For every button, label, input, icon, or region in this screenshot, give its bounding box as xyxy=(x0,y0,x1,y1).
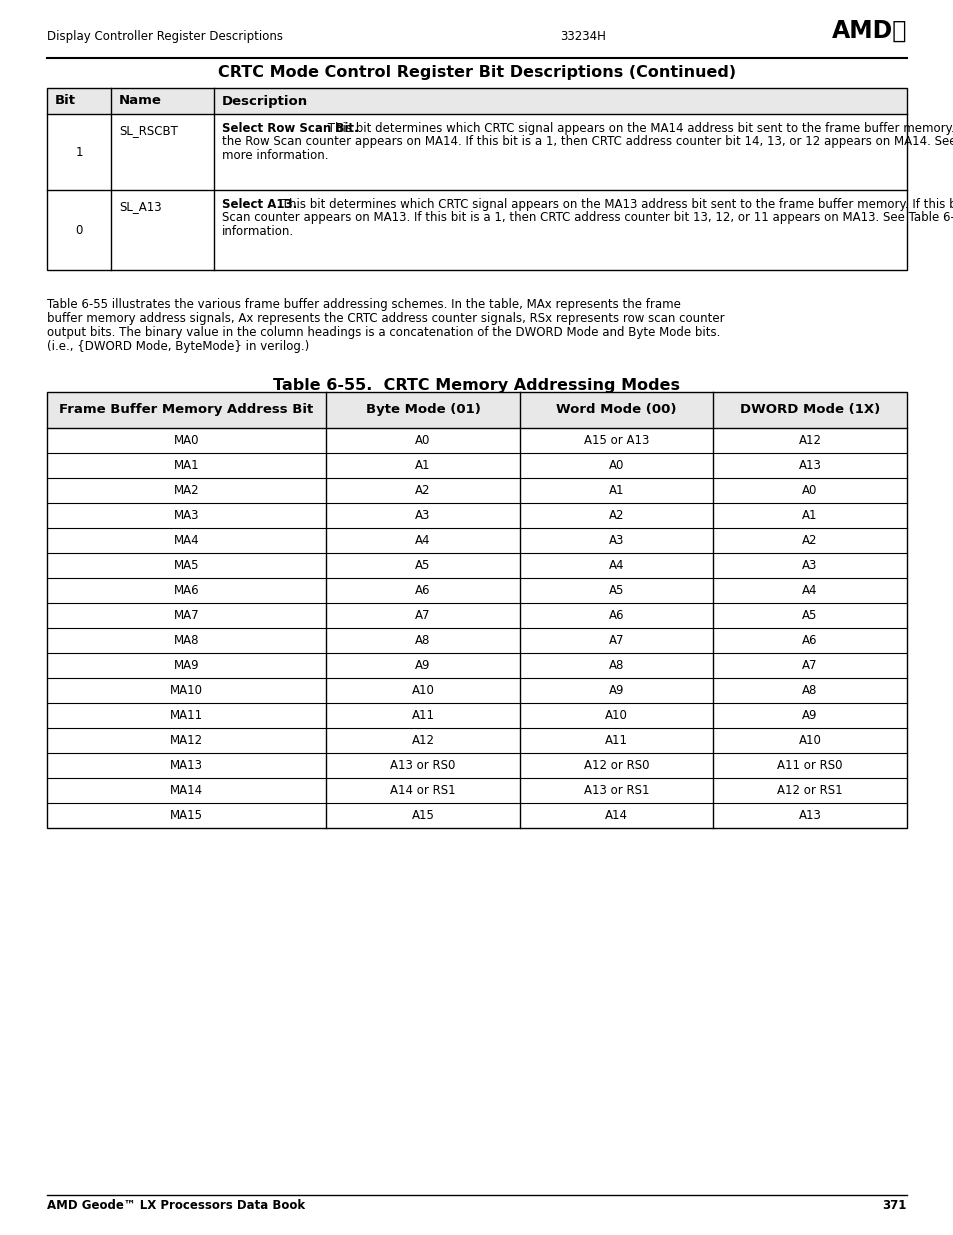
Text: A8: A8 xyxy=(608,659,623,672)
Text: 33234H: 33234H xyxy=(559,30,605,43)
Text: AMD Geode™ LX Processors Data Book: AMD Geode™ LX Processors Data Book xyxy=(47,1199,305,1212)
Text: Select Row Scan Bit.: Select Row Scan Bit. xyxy=(222,122,358,135)
Text: A1: A1 xyxy=(415,459,431,472)
Text: A9: A9 xyxy=(608,684,623,697)
Text: MA1: MA1 xyxy=(173,459,199,472)
Text: This bit determines which CRTC signal appears on the MA14 address bit sent to th: This bit determines which CRTC signal ap… xyxy=(324,122,953,135)
Text: A7: A7 xyxy=(608,634,623,647)
Text: A12: A12 xyxy=(798,433,821,447)
Text: A1: A1 xyxy=(801,509,817,522)
Text: information.: information. xyxy=(222,225,294,238)
Text: 0: 0 xyxy=(75,224,83,236)
Bar xyxy=(47,391,906,429)
Text: A15: A15 xyxy=(411,809,434,823)
Text: A11: A11 xyxy=(411,709,434,722)
Text: Table 6-55.  CRTC Memory Addressing Modes: Table 6-55. CRTC Memory Addressing Modes xyxy=(274,378,679,393)
Text: A8: A8 xyxy=(801,684,817,697)
Bar xyxy=(47,88,906,114)
Text: 371: 371 xyxy=(882,1199,906,1212)
Text: MA9: MA9 xyxy=(173,659,199,672)
Text: A7: A7 xyxy=(801,659,817,672)
Text: Description: Description xyxy=(222,95,308,107)
Text: A7: A7 xyxy=(415,609,431,622)
Text: MA11: MA11 xyxy=(170,709,203,722)
Text: Frame Buffer Memory Address Bit: Frame Buffer Memory Address Bit xyxy=(59,404,314,416)
Text: AMD⮡: AMD⮡ xyxy=(831,19,906,43)
Text: Scan counter appears on MA13. If this bit is a 1, then CRTC address counter bit : Scan counter appears on MA13. If this bi… xyxy=(222,211,953,225)
Text: A5: A5 xyxy=(415,559,430,572)
Text: A12 or RS0: A12 or RS0 xyxy=(583,760,649,772)
Text: A4: A4 xyxy=(801,584,817,597)
Text: A6: A6 xyxy=(608,609,623,622)
Text: A3: A3 xyxy=(608,534,623,547)
Text: A11: A11 xyxy=(604,734,627,747)
Text: A10: A10 xyxy=(411,684,434,697)
Text: This bit determines which CRTC signal appears on the MA13 address bit sent to th: This bit determines which CRTC signal ap… xyxy=(278,198,953,211)
Text: A15 or A13: A15 or A13 xyxy=(583,433,648,447)
Text: A0: A0 xyxy=(608,459,623,472)
Text: A13: A13 xyxy=(798,809,821,823)
Text: A3: A3 xyxy=(415,509,430,522)
Text: CRTC Mode Control Register Bit Descriptions (Continued): CRTC Mode Control Register Bit Descripti… xyxy=(217,65,736,80)
Text: A13 or RS0: A13 or RS0 xyxy=(390,760,456,772)
Text: 1: 1 xyxy=(75,146,83,158)
Text: MA10: MA10 xyxy=(170,684,203,697)
Text: MA13: MA13 xyxy=(170,760,203,772)
Text: more information.: more information. xyxy=(222,149,328,162)
Text: A13: A13 xyxy=(798,459,821,472)
Text: A4: A4 xyxy=(415,534,431,547)
Text: MA15: MA15 xyxy=(170,809,203,823)
Text: A14 or RS1: A14 or RS1 xyxy=(390,784,456,797)
Text: Byte Mode (01): Byte Mode (01) xyxy=(365,404,480,416)
Text: A9: A9 xyxy=(415,659,431,672)
Text: MA12: MA12 xyxy=(170,734,203,747)
Text: A10: A10 xyxy=(604,709,627,722)
Text: A8: A8 xyxy=(415,634,430,647)
Text: MA0: MA0 xyxy=(173,433,199,447)
Text: Word Mode (00): Word Mode (00) xyxy=(556,404,676,416)
Text: A14: A14 xyxy=(604,809,627,823)
Text: MA4: MA4 xyxy=(173,534,199,547)
Bar xyxy=(47,88,906,270)
Text: SL_RSCBT: SL_RSCBT xyxy=(119,124,177,137)
Text: (i.e., {DWORD Mode, ByteMode} in verilog.): (i.e., {DWORD Mode, ByteMode} in verilog… xyxy=(47,340,309,353)
Text: A11 or RS0: A11 or RS0 xyxy=(777,760,841,772)
Text: A2: A2 xyxy=(415,484,431,496)
Text: MA7: MA7 xyxy=(173,609,199,622)
Text: A0: A0 xyxy=(801,484,817,496)
Text: MA8: MA8 xyxy=(173,634,199,647)
Text: A10: A10 xyxy=(798,734,821,747)
Text: buffer memory address signals, Ax represents the CRTC address counter signals, R: buffer memory address signals, Ax repres… xyxy=(47,312,724,325)
Text: A3: A3 xyxy=(801,559,817,572)
Text: A1: A1 xyxy=(608,484,623,496)
Text: A12 or RS1: A12 or RS1 xyxy=(777,784,841,797)
Text: MA2: MA2 xyxy=(173,484,199,496)
Text: A5: A5 xyxy=(801,609,817,622)
Text: A13 or RS1: A13 or RS1 xyxy=(583,784,649,797)
Text: MA5: MA5 xyxy=(173,559,199,572)
Text: SL_A13: SL_A13 xyxy=(119,200,161,212)
Text: A2: A2 xyxy=(801,534,817,547)
Text: MA14: MA14 xyxy=(170,784,203,797)
Bar xyxy=(47,391,906,827)
Text: Table 6-55 illustrates the various frame buffer addressing schemes. In the table: Table 6-55 illustrates the various frame… xyxy=(47,298,680,311)
Text: Name: Name xyxy=(119,95,162,107)
Text: Bit: Bit xyxy=(55,95,76,107)
Text: A12: A12 xyxy=(411,734,434,747)
Text: Display Controller Register Descriptions: Display Controller Register Descriptions xyxy=(47,30,283,43)
Text: A6: A6 xyxy=(801,634,817,647)
Text: A9: A9 xyxy=(801,709,817,722)
Text: A6: A6 xyxy=(415,584,431,597)
Text: DWORD Mode (1X): DWORD Mode (1X) xyxy=(740,404,880,416)
Text: output bits. The binary value in the column headings is a concatenation of the D: output bits. The binary value in the col… xyxy=(47,326,720,338)
Text: A5: A5 xyxy=(608,584,623,597)
Text: MA3: MA3 xyxy=(173,509,199,522)
Text: Select A13.: Select A13. xyxy=(222,198,297,211)
Text: A4: A4 xyxy=(608,559,623,572)
Text: the Row Scan counter appears on MA14. If this bit is a 1, then CRTC address coun: the Row Scan counter appears on MA14. If… xyxy=(222,136,953,148)
Text: MA6: MA6 xyxy=(173,584,199,597)
Text: A0: A0 xyxy=(415,433,430,447)
Text: A2: A2 xyxy=(608,509,623,522)
